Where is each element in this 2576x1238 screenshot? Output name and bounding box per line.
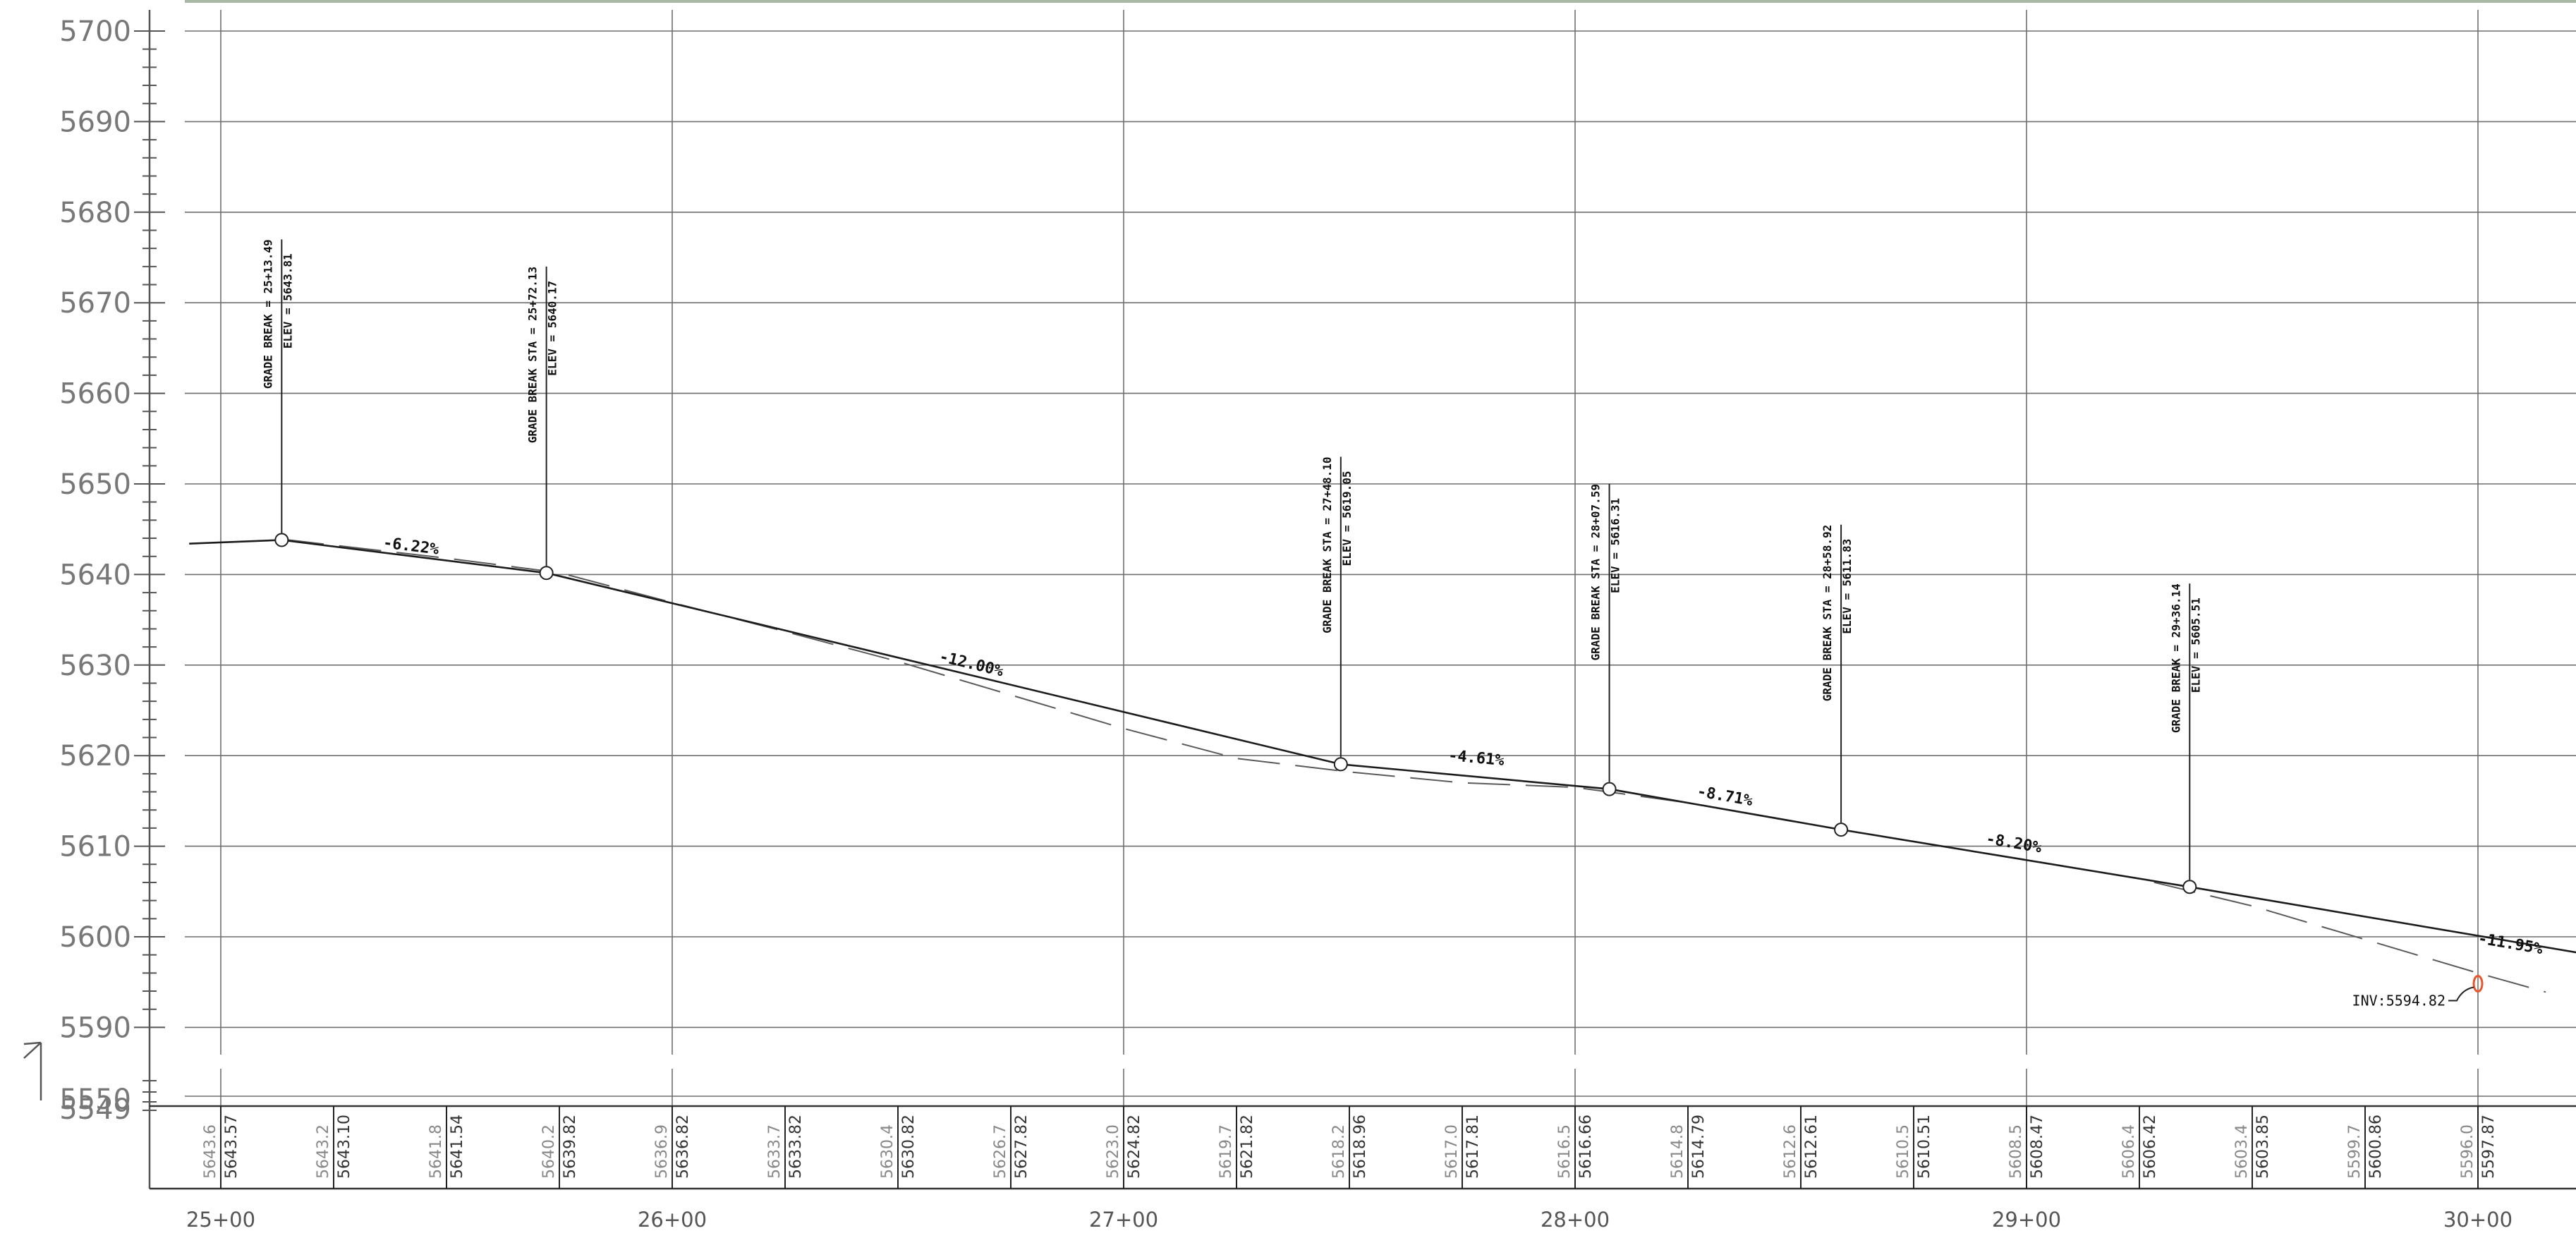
station-label: 27+00 <box>1089 1208 1158 1232</box>
grid <box>185 10 2576 1106</box>
proposed-elevation-label: 5616.66 <box>1577 1115 1595 1179</box>
existing-elevation-label: 5630.4 <box>879 1124 897 1179</box>
elevation-label: 5630 <box>59 650 131 682</box>
proposed-elevation-label: 5597.87 <box>2480 1115 2498 1179</box>
band-axis-label: 5550 <box>59 1084 131 1116</box>
grade-break-marker <box>1602 782 1617 796</box>
existing-elevation-label: 5617.0 <box>1443 1124 1461 1179</box>
existing-elevation-label: 5641.8 <box>427 1124 445 1179</box>
elevation-label: 5590 <box>59 1012 131 1044</box>
existing-elevation-label: 5636.9 <box>653 1124 671 1179</box>
existing-elevation-label: 5612.6 <box>1782 1124 1799 1179</box>
proposed-elevation-label: 5636.82 <box>674 1115 692 1179</box>
grade-break-station-label: GRADE BREAK = 25+13.49 <box>261 239 274 389</box>
proposed-elevation-label: 5612.61 <box>1803 1115 1821 1179</box>
grade-break-station-label: GRADE BREAK STA = 28+58.92 <box>1821 525 1834 701</box>
proposed-elevation-label: 5614.79 <box>1690 1115 1708 1179</box>
proposed-elevation-label: 5603.85 <box>2254 1115 2272 1179</box>
elevation-label: 5640 <box>59 559 131 591</box>
elevation-band: 5643.6 5643.57 5643.2 5643.10 5641.8 5641.54 5… <box>150 1096 2576 1190</box>
grade-break-station-label: GRADE BREAK STA = 25+72.13 <box>526 267 540 443</box>
proposed-elevation-label: 5606.42 <box>2141 1115 2159 1179</box>
existing-elevation-label: 5610.5 <box>1895 1124 1912 1179</box>
existing-elevation-label: 5623.0 <box>1105 1124 1122 1179</box>
station-axis: 25+00 26+00 27+00 28+00 29+00 30+00 <box>186 1208 2513 1232</box>
grade-break-elevation-label: ELEV = 5640.17 <box>546 281 559 376</box>
grade-break-marker <box>539 566 554 581</box>
proposed-elevation-label: 5643.10 <box>336 1115 353 1179</box>
existing-elevation-label: 5606.4 <box>2120 1124 2138 1179</box>
proposed-profile <box>189 539 2576 954</box>
existing-elevation-label: 5603.4 <box>2233 1124 2251 1179</box>
grade-break-marker <box>274 533 289 547</box>
grade-break-elevation-label: ELEV = 5619.05 <box>1340 471 1354 566</box>
existing-elevation-label: 5643.2 <box>315 1124 332 1179</box>
existing-elevation-label: 5643.6 <box>202 1124 219 1179</box>
existing-elevation-label: 5640.2 <box>540 1124 558 1179</box>
proposed-elevation-label: 5621.82 <box>1239 1115 1256 1179</box>
grade-break-marker <box>1333 757 1348 772</box>
proposed-elevation-label: 5624.82 <box>1126 1115 1143 1179</box>
elevation-label: 5680 <box>59 197 131 229</box>
existing-elevation-label: 5599.7 <box>2346 1124 2364 1179</box>
grade-break-station-label: GRADE BREAK STA = 28+07.59 <box>1589 484 1603 660</box>
existing-elevation-label: 5619.7 <box>1217 1124 1235 1179</box>
grade-break-elevation-label: ELEV = 5611.83 <box>1840 539 1854 634</box>
invert-callout: INV:5594.82 <box>2352 975 2484 1009</box>
proposed-elevation-label: 5627.82 <box>1013 1115 1031 1179</box>
elevation-label: 5700 <box>59 16 131 48</box>
proposed-elevation-label: 5608.47 <box>2029 1115 2046 1179</box>
station-label: 29+00 <box>1992 1208 2061 1232</box>
proposed-elevation-label: 5639.82 <box>561 1115 579 1179</box>
band-axis-label: 5549 <box>59 1093 131 1126</box>
proposed-elevation-label: 5633.82 <box>787 1115 805 1179</box>
grade-break-elevation-label: ELEV = 5605.51 <box>2189 597 2202 693</box>
proposed-grade-line <box>189 539 2576 954</box>
grade-break-marker <box>2182 880 2197 894</box>
proposed-elevation-label: 5617.81 <box>1464 1115 1482 1179</box>
existing-elevation-label: 5626.7 <box>992 1124 1009 1179</box>
grade-break-station-label: GRADE BREAK STA = 27+48.10 <box>1320 456 1334 633</box>
existing-elevation-label: 5614.8 <box>1669 1124 1687 1179</box>
invert-label: INV:5594.82 <box>2352 993 2446 1009</box>
existing-elevation-label: 5608.5 <box>2007 1124 2025 1179</box>
elevation-label: 5690 <box>59 106 131 138</box>
proposed-elevation-label: 5630.82 <box>900 1115 918 1179</box>
station-label: 30+00 <box>2443 1208 2513 1232</box>
existing-elevation-label: 5596.0 <box>2459 1124 2477 1179</box>
proposed-elevation-label: 5618.96 <box>1351 1115 1369 1179</box>
grade-break-station-label: GRADE BREAK = 29+36.14 <box>2169 583 2182 733</box>
elevation-label: 5660 <box>59 378 131 411</box>
elevation-label: 5620 <box>59 740 131 772</box>
proposed-elevation-label: 5643.57 <box>223 1115 241 1179</box>
elevation-axis: 5700 5690 5680 5670 5660 5650 5640 5630 5620 5610… <box>59 10 165 1189</box>
grade-break-marker <box>1834 823 1849 837</box>
proposed-elevation-label: 5610.51 <box>1916 1115 1933 1179</box>
existing-elevation-label: 5618.2 <box>1330 1124 1348 1179</box>
elevation-label: 5610 <box>59 831 131 863</box>
elevation-label: 5670 <box>59 287 131 320</box>
grade-break-elevation-label: ELEV = 5643.81 <box>281 253 294 348</box>
grade-break-elevation-label: ELEV = 5616.31 <box>1609 498 1622 593</box>
existing-elevation-label: 5616.5 <box>1556 1124 1574 1179</box>
station-label: 28+00 <box>1541 1208 1610 1232</box>
station-label: 26+00 <box>638 1208 707 1232</box>
section-symbol-icon <box>23 1041 42 1100</box>
existing-elevation-label: 5633.7 <box>766 1124 784 1179</box>
top-plan-strip <box>185 0 2576 3</box>
grade-break-callouts: GRADE BREAK = 25+13.49 ELEV = 5643.81 GRAD… <box>261 239 2202 894</box>
invert-leader <box>2448 986 2474 1002</box>
proposed-elevation-label: 5600.86 <box>2367 1115 2385 1179</box>
station-label: 25+00 <box>186 1208 255 1232</box>
invert-marker <box>2472 975 2484 993</box>
elevation-label: 5600 <box>59 921 131 954</box>
proposed-elevation-label: 5641.54 <box>449 1115 466 1179</box>
elevation-label: 5650 <box>59 468 131 501</box>
